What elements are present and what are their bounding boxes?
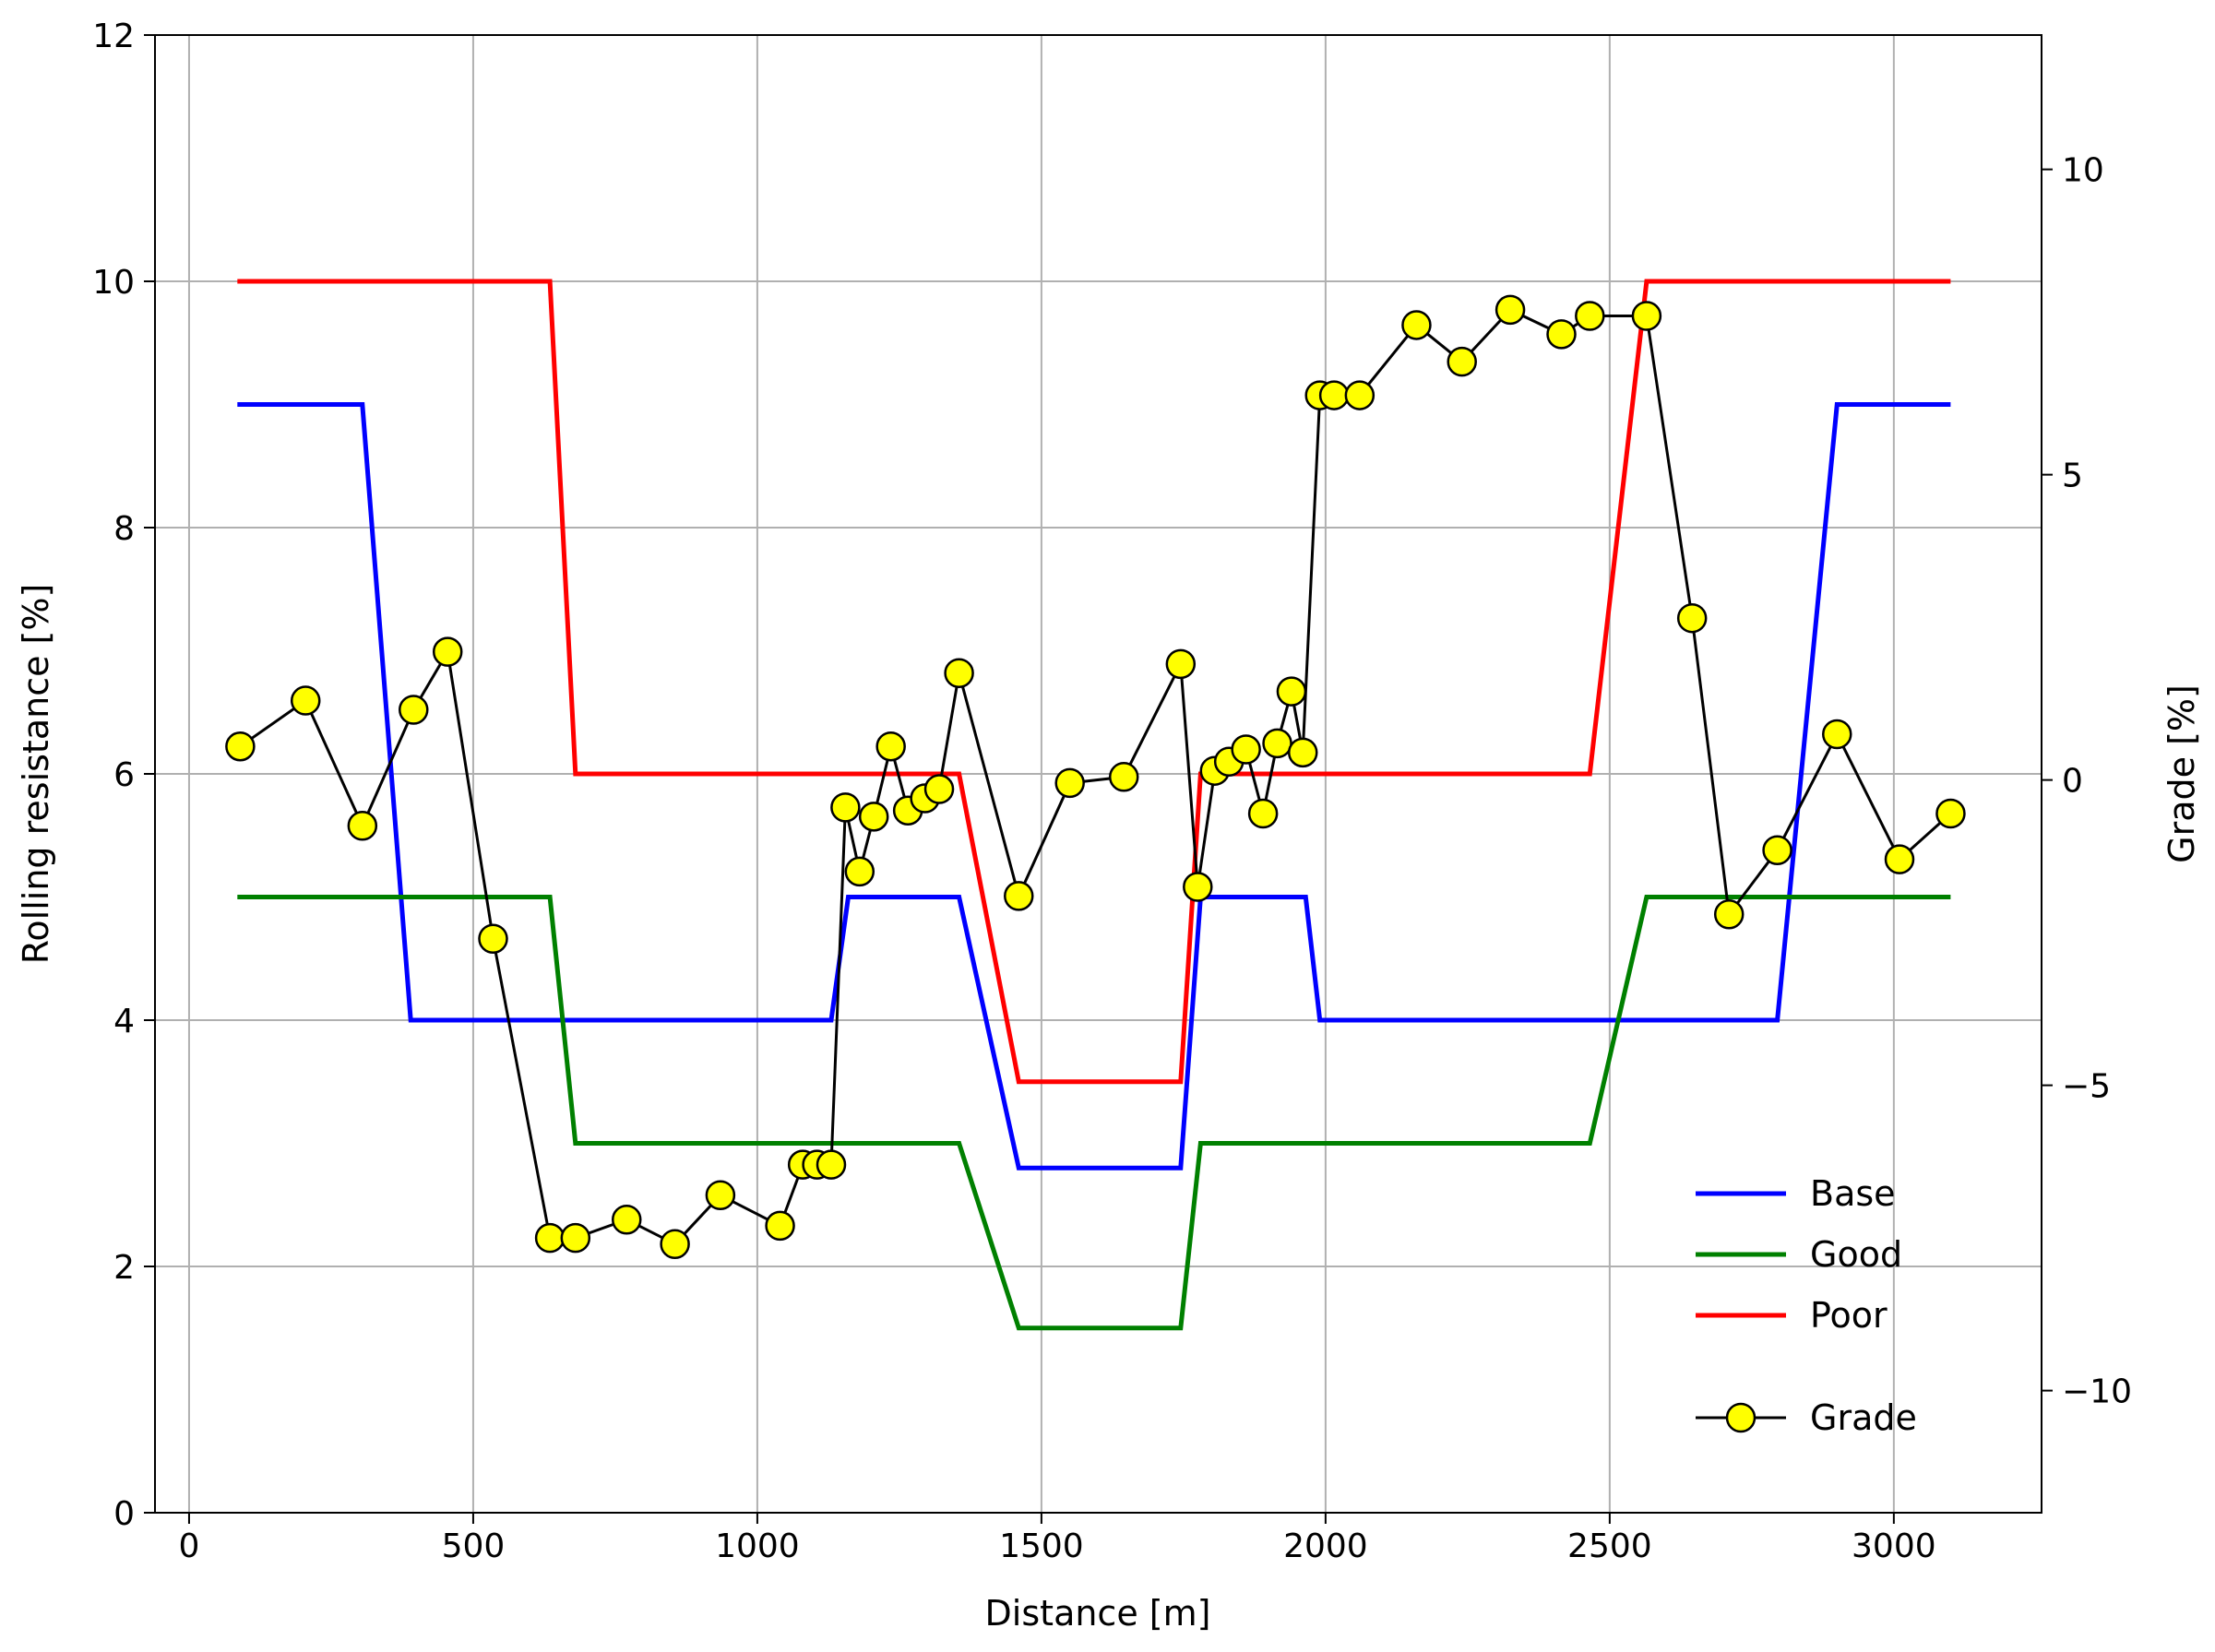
legend-label-good: Good [1810, 1234, 1902, 1275]
series-grade-point [1004, 881, 1034, 911]
x-tick-label: 2000 [1283, 1527, 1368, 1565]
series-grade-point [1344, 380, 1375, 410]
series-grade-point [1318, 380, 1350, 410]
series-grade-point [1546, 319, 1577, 350]
legend-label-poor: Poor [1810, 1295, 1888, 1336]
series-grade-point [1575, 301, 1605, 331]
legend-item-base: Base [1696, 1173, 1896, 1214]
series-grade-point [1183, 872, 1213, 902]
x-tick-label: 1000 [715, 1527, 800, 1565]
y-tick-label: 12 [92, 18, 135, 55]
series-base-line [237, 402, 1951, 1171]
x-axis-label: Distance [m] [985, 1593, 1211, 1634]
series-grade-point [1165, 648, 1197, 680]
series-grade-point [858, 802, 889, 832]
series-grade-point [705, 1180, 736, 1211]
y2-axis-label: Grade [%] [2161, 684, 2202, 863]
y-tick-label: 4 [113, 1003, 135, 1040]
series-grade-point [478, 923, 508, 954]
series-grade-point [1054, 767, 1085, 799]
axis-layer: 0 500 1000 1500 2000 2500 3000 0 2 4 6 8 10 12 −10 −5 0 5… [92, 18, 2132, 1565]
series-grade-point [1631, 301, 1662, 331]
series-grade-point [765, 1210, 795, 1242]
series-grade-point [875, 731, 906, 762]
x-tick-label: 3000 [1852, 1527, 1936, 1565]
legend-label-base: Base [1810, 1173, 1896, 1214]
y2-tick-label: 10 [2062, 152, 2104, 190]
y-tick-label: 6 [113, 756, 135, 794]
series-grade-point [660, 1229, 690, 1259]
series-grade-point [830, 792, 861, 823]
series-grade-point [1713, 899, 1745, 930]
series-grade-point [612, 1204, 642, 1235]
series-grade-point [1762, 835, 1792, 865]
series-grade-point [1231, 734, 1261, 765]
series-grade-point [944, 658, 974, 689]
series-grade-point [1262, 728, 1292, 759]
series-grade-point [1247, 798, 1279, 829]
x-tick-label: 500 [442, 1527, 506, 1565]
series-grade-point [290, 685, 321, 716]
series-grade-point [923, 774, 955, 804]
series-poor-line [237, 279, 1951, 1085]
y-tick-label: 2 [113, 1249, 135, 1287]
y2-tick-label: 0 [2062, 763, 2083, 801]
series-grade-point [1447, 346, 1477, 377]
legend: Base Good Poor Grade [1696, 1173, 1917, 1438]
series-grade-point [347, 811, 378, 841]
series-grade-point [1884, 844, 1915, 874]
y-tick-label: 10 [92, 264, 135, 302]
x-tick-label: 0 [179, 1527, 200, 1565]
series-grade-point [816, 1149, 847, 1180]
series-grade-point [399, 695, 429, 725]
y2-tick-label: −5 [2062, 1068, 2111, 1106]
series-good-line [237, 895, 1951, 1331]
series-grade-point [1935, 798, 1966, 829]
y-tick-label: 8 [113, 510, 135, 548]
y2-tick-label: 5 [2062, 458, 2083, 495]
series-grade-point [432, 636, 463, 667]
series-grade-point [225, 731, 256, 762]
series-grade-point [534, 1222, 566, 1254]
series-grade-point [1108, 762, 1139, 792]
series-grade-point [1276, 676, 1307, 707]
legend-item-grade: Grade [1696, 1397, 1917, 1438]
y-axis-label: Rolling resistance [%] [16, 584, 56, 965]
series-grade-point [1287, 737, 1318, 768]
series-layer [225, 279, 1966, 1331]
x-tick-label: 2500 [1567, 1527, 1652, 1565]
series-grade-point [1822, 719, 1852, 750]
legend-marker-grade [1725, 1402, 1757, 1433]
y-tick-label: 0 [113, 1495, 135, 1533]
legend-item-good: Good [1696, 1234, 1902, 1275]
series-grade-point [1495, 294, 1526, 326]
series-grade-point [1676, 602, 1708, 634]
series-grade-point [1401, 310, 1432, 340]
legend-item-poor: Poor [1696, 1295, 1888, 1336]
series-grade-point [844, 856, 875, 887]
y2-tick-label: −10 [2062, 1373, 2132, 1411]
x-tick-label: 1500 [999, 1527, 1084, 1565]
legend-label-grade: Grade [1810, 1397, 1917, 1438]
series-grade-point [560, 1222, 591, 1254]
